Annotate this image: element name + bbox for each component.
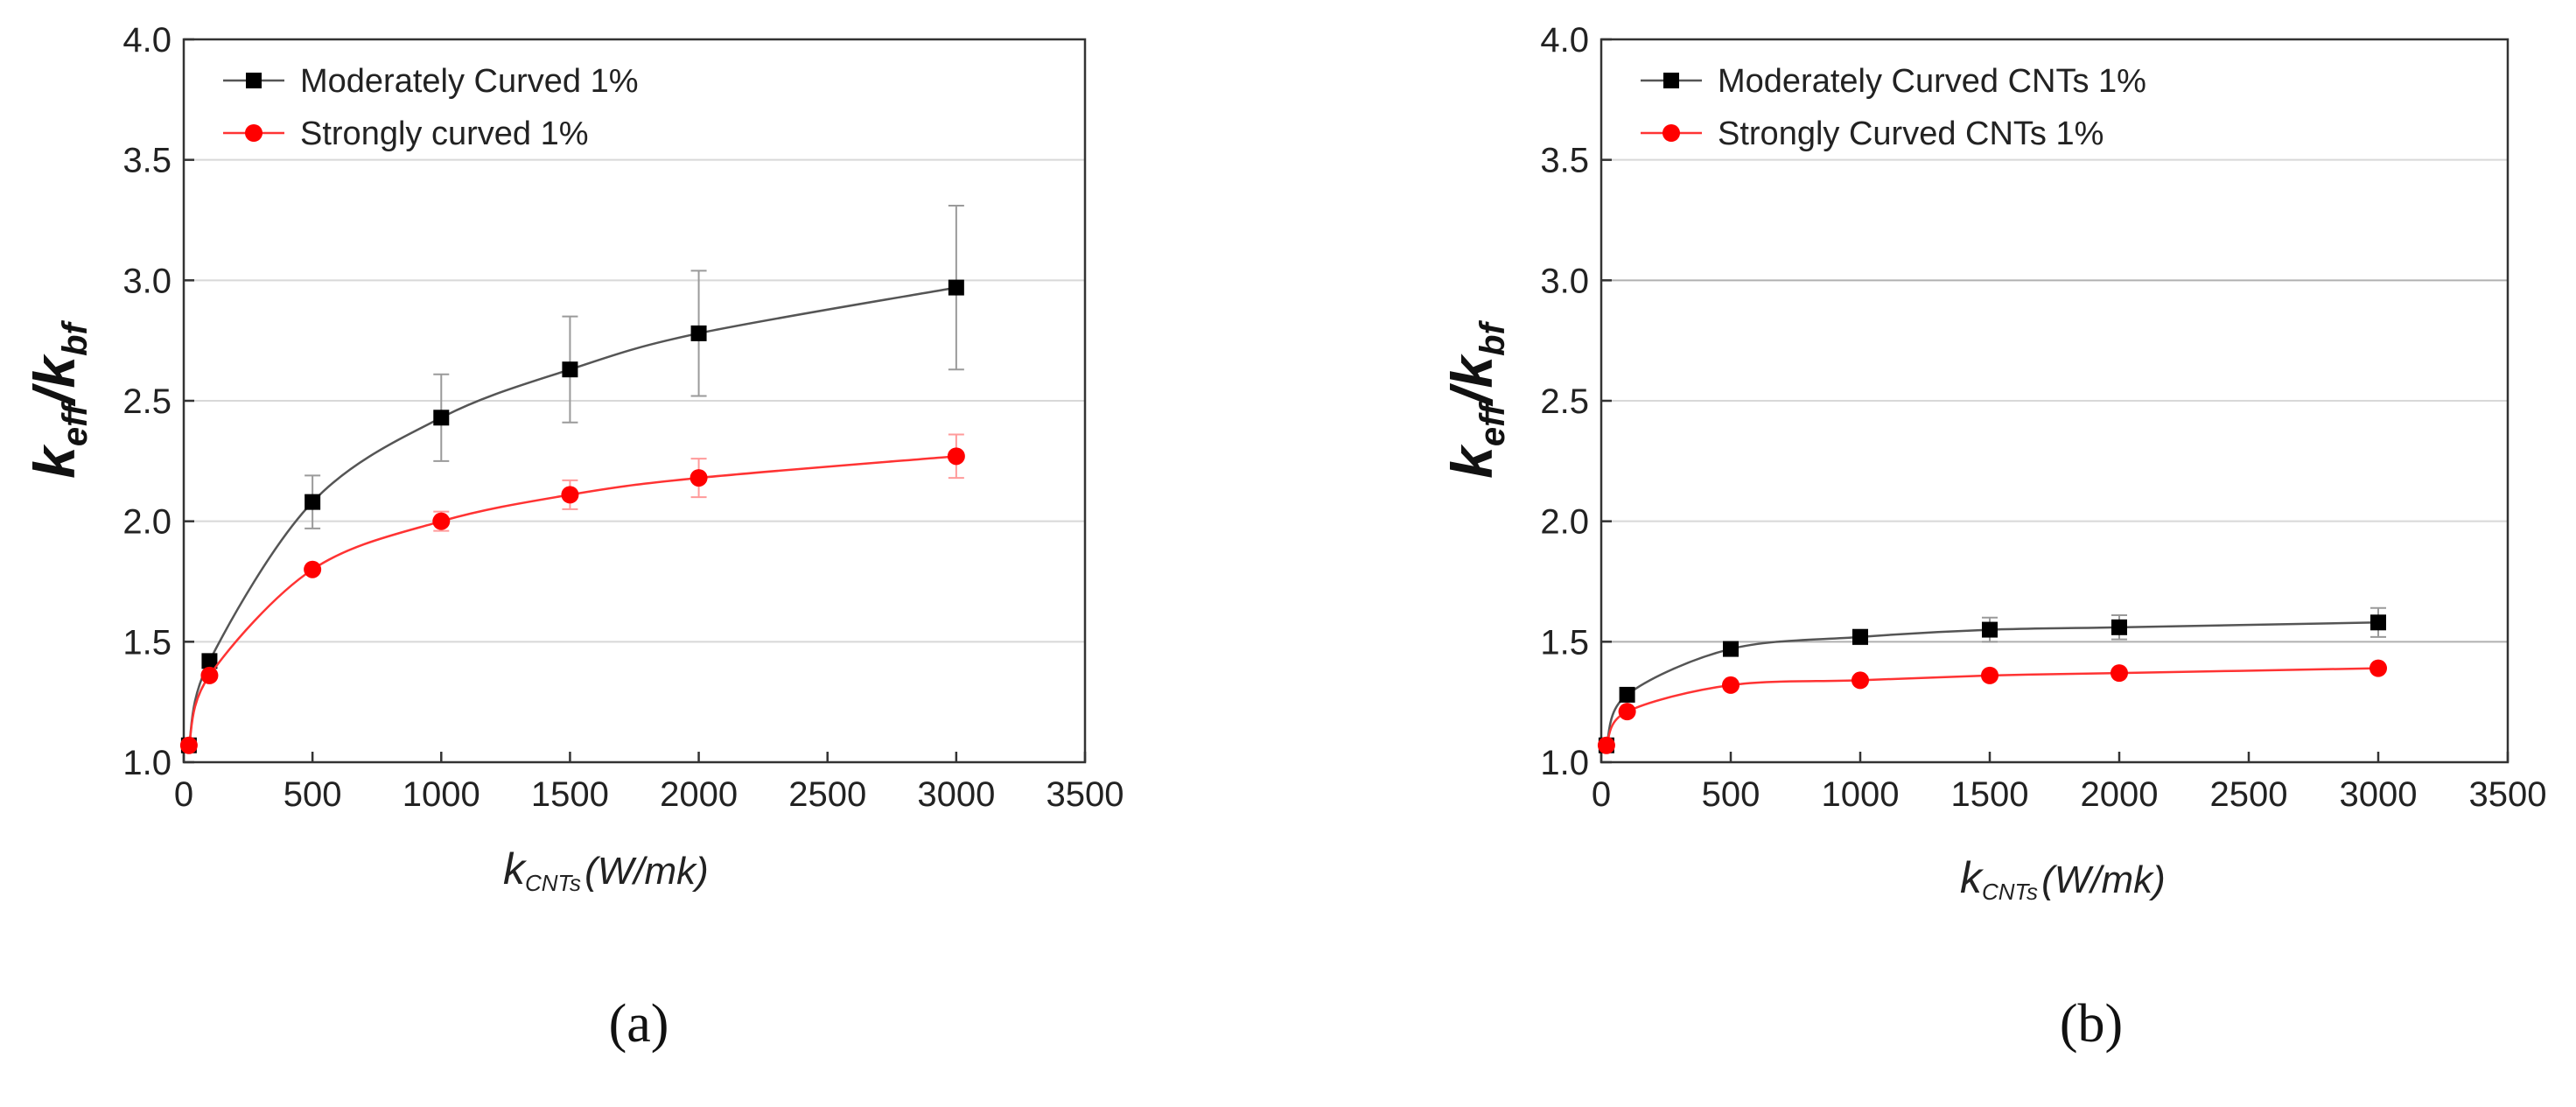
x-tick-label: 2500 [2210,775,2288,814]
x-tick-label: 2500 [788,775,866,814]
data-point [1723,641,1739,657]
series-line [1605,667,2379,746]
data-point [304,560,322,578]
x-tick-label: 3500 [1046,775,1124,814]
legend-label: Strongly curved 1% [300,116,589,152]
x-tick-label: 500 [284,775,342,814]
series-strongly-curved: Strongly Curved CNTs 1% [1597,116,2387,754]
data-point [2111,619,2127,635]
x-tick-label: 1000 [1822,775,1900,814]
x-tick-label: 3500 [2469,775,2547,814]
legend-label: Strongly Curved CNTs 1% [1718,116,2104,152]
data-point [179,736,198,754]
series-moderately-curved: Moderately Curved 1% [180,63,964,753]
data-point [1618,703,1636,721]
panel-caption: (b) [2060,994,2123,1054]
data-point [1852,671,1869,690]
x-tick-label: 1500 [1951,775,2029,814]
series-line [1605,621,2379,746]
data-point [432,512,451,530]
data-point [2110,664,2128,683]
y-tick-label: 3.0 [1540,262,1589,300]
data-point [433,410,450,426]
legend-marker [245,124,262,142]
data-point [200,666,219,684]
y-tick-label: 1.5 [122,623,172,662]
y-tick-label: 4.0 [1540,21,1589,60]
data-point [561,486,579,504]
y-tick-label: 3.5 [122,142,172,180]
y-axis-label: keff/kbf [22,319,94,478]
y-tick-label: 3.0 [122,262,172,300]
data-point [1597,736,1615,754]
data-point [1722,676,1740,694]
y-tick-label: 2.0 [1540,503,1589,542]
y-tick-label: 1.0 [1540,744,1589,782]
legend-label: Moderately Curved CNTs 1% [1718,63,2146,100]
panel-caption: (a) [609,994,669,1054]
data-point [1852,628,1868,645]
x-tick-label: 2000 [2081,775,2159,814]
chart-panel-a: 1.0 1.5 2.0 2.5 3.0 3.5 4.0 0 500 1000 1500 2000 250… [22,21,1124,1054]
legend-marker [1663,73,1679,88]
series-line [187,286,957,746]
data-point [201,653,218,669]
data-point [1981,666,1998,684]
y-tick-label: 2.0 [122,503,172,542]
y-tick-label: 4.0 [122,21,172,60]
series-strongly-curved: Strongly curved 1% [179,116,965,754]
data-point [690,469,708,487]
x-tick-label: 1500 [531,775,609,814]
data-point [304,494,321,510]
y-axis-label: keff/kbf [1439,319,1512,478]
legend-marker [1662,124,1680,142]
x-axis-label: kCNTs(W/mk) [503,844,709,896]
data-point [690,325,707,341]
data-point [2370,614,2386,631]
y-tick-label: 3.5 [1540,142,1589,180]
x-tick-label: 3000 [2340,775,2418,814]
y-tick-label: 1.5 [1540,623,1589,662]
data-point [1982,621,1998,638]
y-tick-label: 2.5 [122,382,172,421]
x-axis-label: kCNTs(W/mk) [1960,853,2166,905]
data-point [562,361,578,378]
x-tick-label: 500 [1702,775,1760,814]
y-tick-label: 1.0 [122,744,172,782]
legend-marker [246,73,262,88]
x-tick-label: 2000 [660,775,738,814]
x-tick-label: 0 [1592,775,1611,814]
data-point [2370,659,2387,677]
legend-label: Moderately Curved 1% [300,63,639,100]
x-tick-label: 1000 [402,775,480,814]
data-point [947,447,965,466]
chart-panel-b: 1.0 1.5 2.0 2.5 3.0 3.5 4.0 0 500 1000 1500 2000 250… [1439,21,2546,1054]
series-moderately-curved: Moderately Curved CNTs 1% [1598,63,2386,753]
y-tick-label: 2.5 [1540,382,1589,421]
series-line [187,455,956,746]
x-tick-label: 3000 [917,775,995,814]
data-point [948,279,964,296]
x-tick-label: 0 [174,775,193,814]
data-point [1619,686,1635,703]
